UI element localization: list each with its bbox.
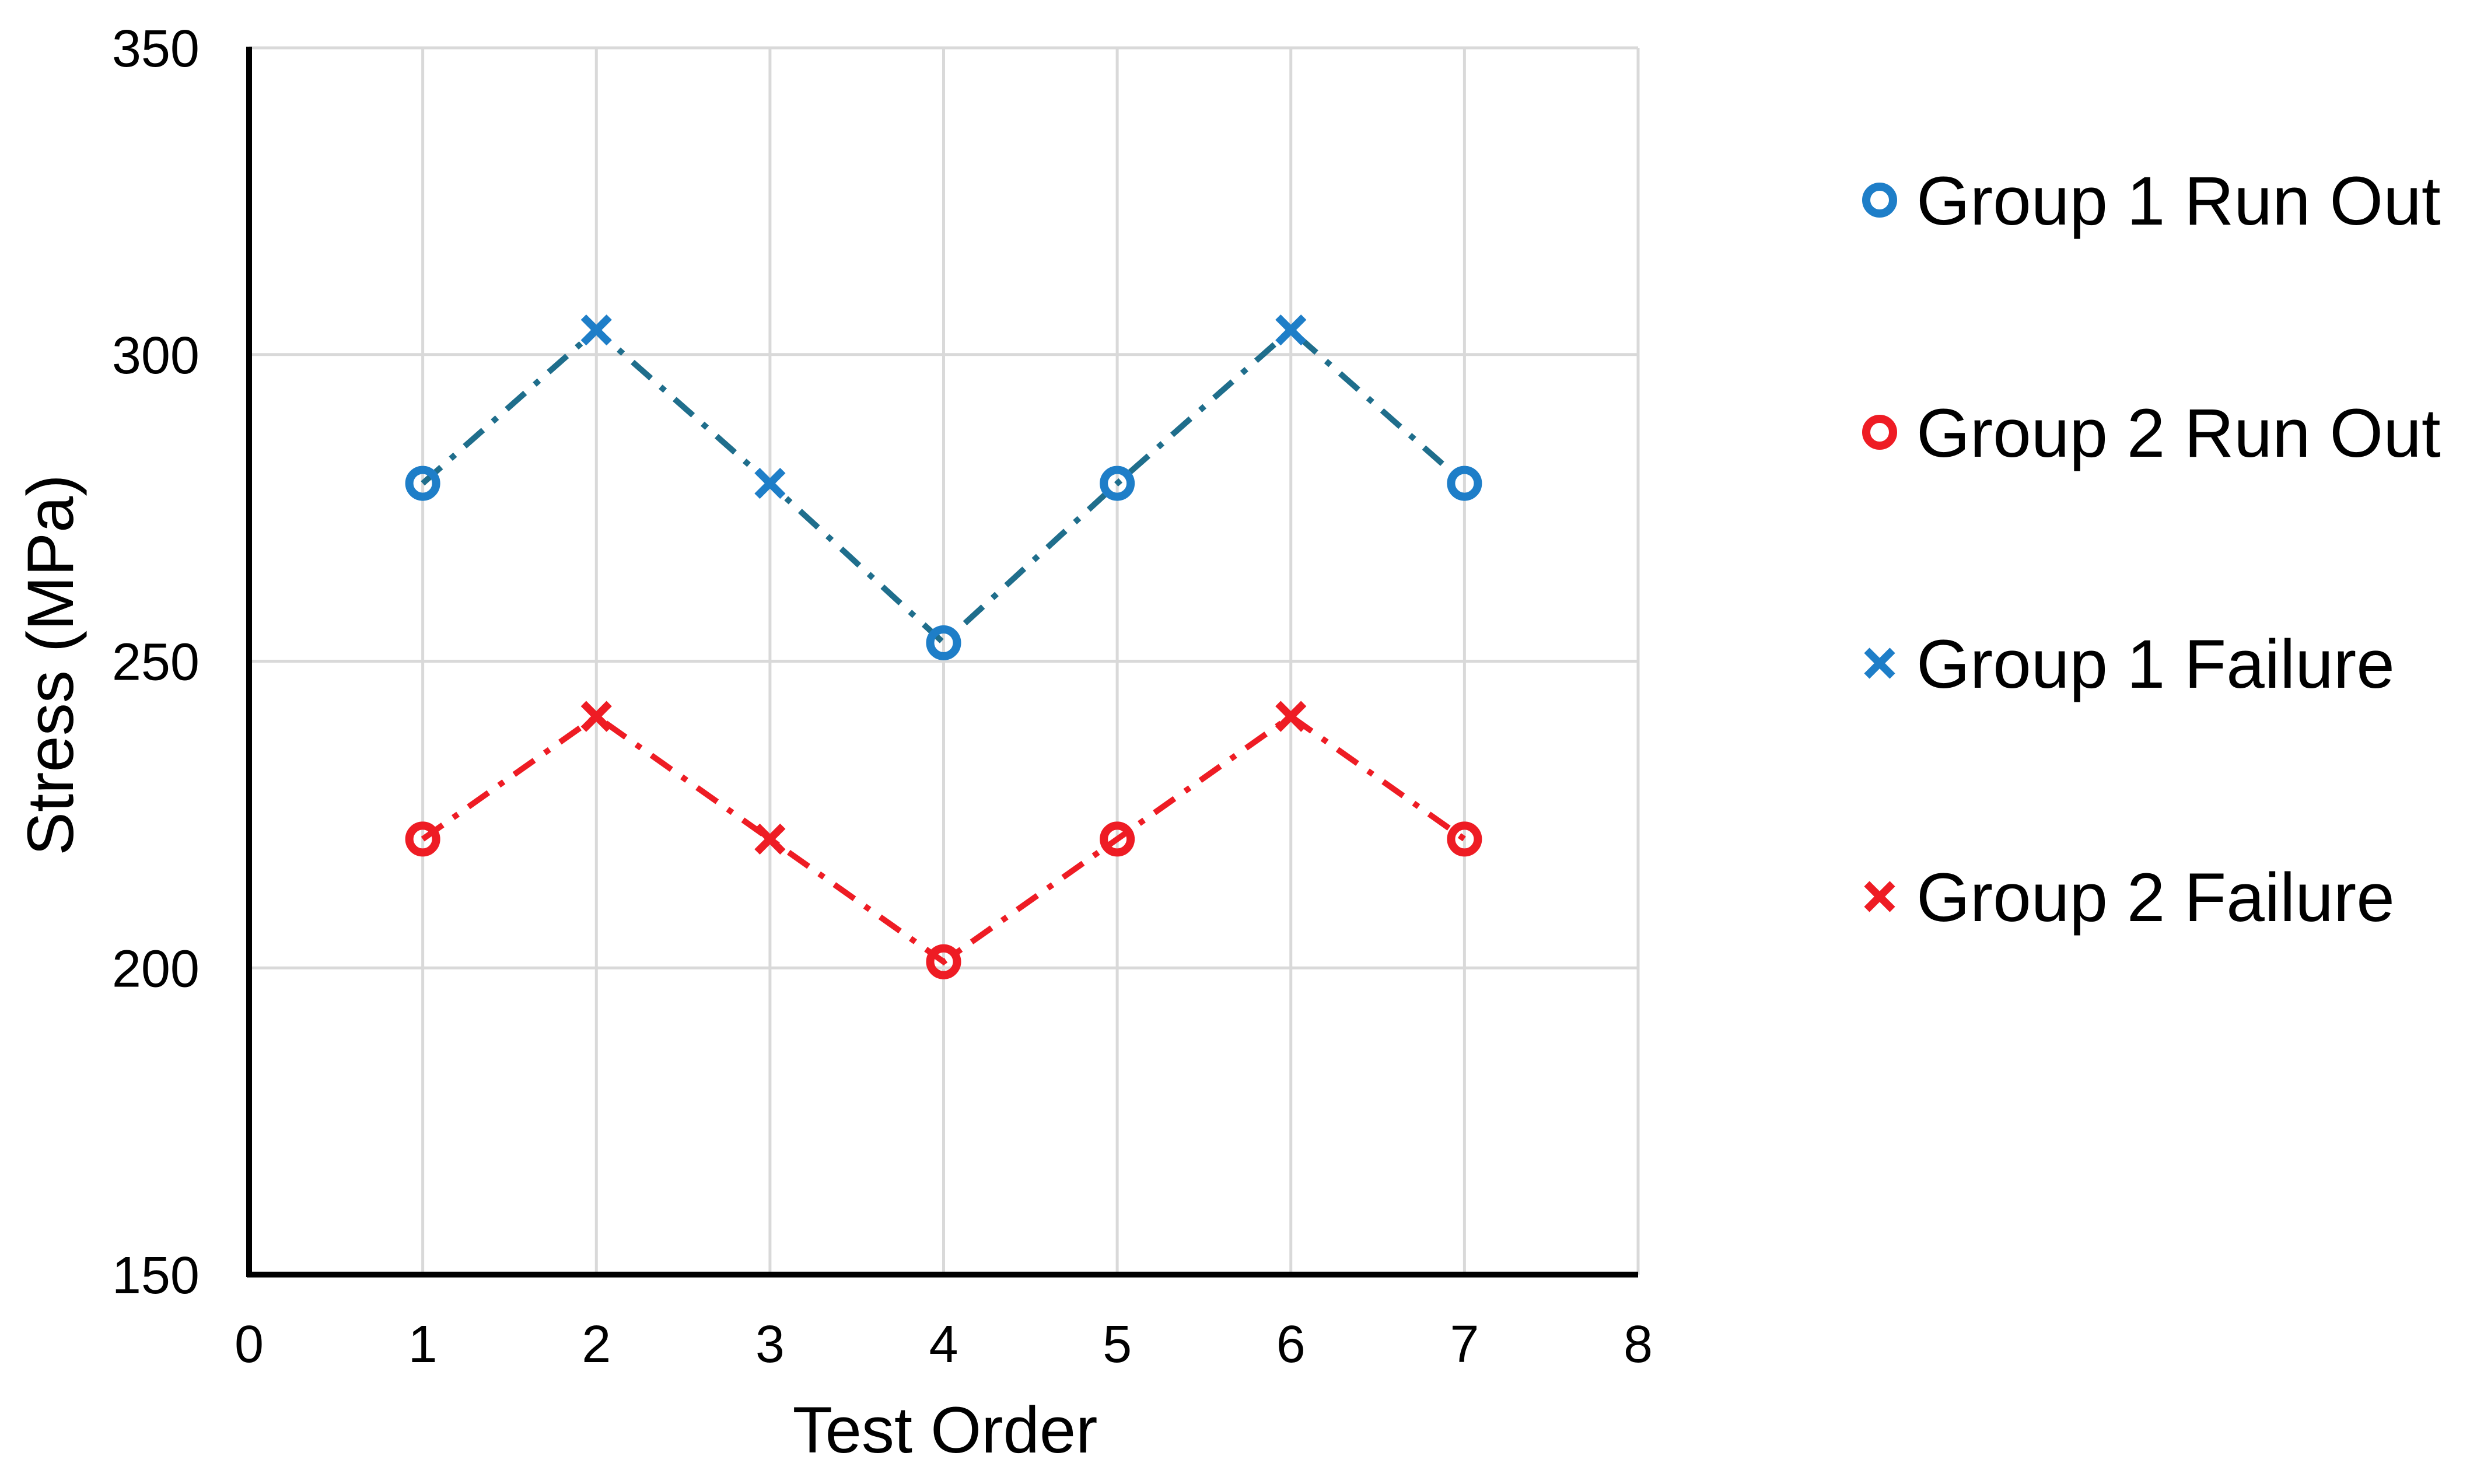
data-point-x: [754, 467, 786, 499]
data-point-circle: [1100, 821, 1135, 857]
x-tick-label: 2: [582, 1315, 611, 1374]
data-point-circle: [1447, 466, 1482, 501]
data-point-x: [1275, 314, 1307, 346]
data-point-circle: [405, 466, 440, 501]
x-tick-label: 5: [1103, 1315, 1132, 1374]
data-points: [405, 314, 1482, 979]
tick-labels: 0 1 2 3 4 5 6 7 8 150 200 250 300 350: [112, 20, 1653, 1374]
x-tick-label: 3: [755, 1315, 785, 1374]
data-point-x: [580, 314, 612, 346]
data-point-x: [754, 823, 786, 855]
legend-marker-x: [1864, 881, 1895, 912]
y-tick-label: 250: [112, 634, 200, 692]
y-tick-label: 350: [112, 20, 200, 78]
y-tick-label: 200: [112, 940, 200, 998]
x-tick-label: 7: [1450, 1315, 1479, 1374]
legend-marker-circle: [1862, 415, 1897, 450]
connector-line: [421, 713, 1467, 965]
x-tick-label: 0: [235, 1315, 264, 1374]
legend-label: Group 2 Failure: [1916, 859, 2395, 936]
legend-label: Group 1 Run Out: [1916, 163, 2441, 240]
x-axis-title: Test Order: [793, 1394, 1098, 1466]
legend-marker-circle: [1862, 183, 1897, 218]
grid: [249, 46, 1640, 1275]
y-tick-label: 300: [112, 327, 200, 385]
x-tick-label: 1: [408, 1315, 438, 1374]
x-tick-label: 6: [1276, 1315, 1306, 1374]
data-point-x: [1275, 701, 1307, 732]
y-axis-title: Stress (MPa): [14, 474, 87, 855]
data-point-circle: [926, 944, 961, 979]
y-tick-label: 150: [112, 1247, 200, 1305]
data-point-circle: [926, 625, 961, 660]
data-point-circle: [1447, 821, 1482, 857]
legend-label: Group 2 Run Out: [1916, 395, 2441, 472]
x-tick-label: 8: [1624, 1315, 1653, 1374]
axes: [246, 47, 1638, 1278]
data-point-x: [580, 701, 612, 732]
legend-marker-x: [1864, 648, 1895, 679]
data-point-circle: [1100, 466, 1135, 501]
legend: Group 1 Run Out Group 2 Run Out Group 1 Fa…: [1862, 163, 2441, 936]
data-point-circle: [405, 821, 440, 857]
x-tick-label: 4: [929, 1315, 958, 1374]
legend-label: Group 1 Failure: [1916, 626, 2395, 703]
